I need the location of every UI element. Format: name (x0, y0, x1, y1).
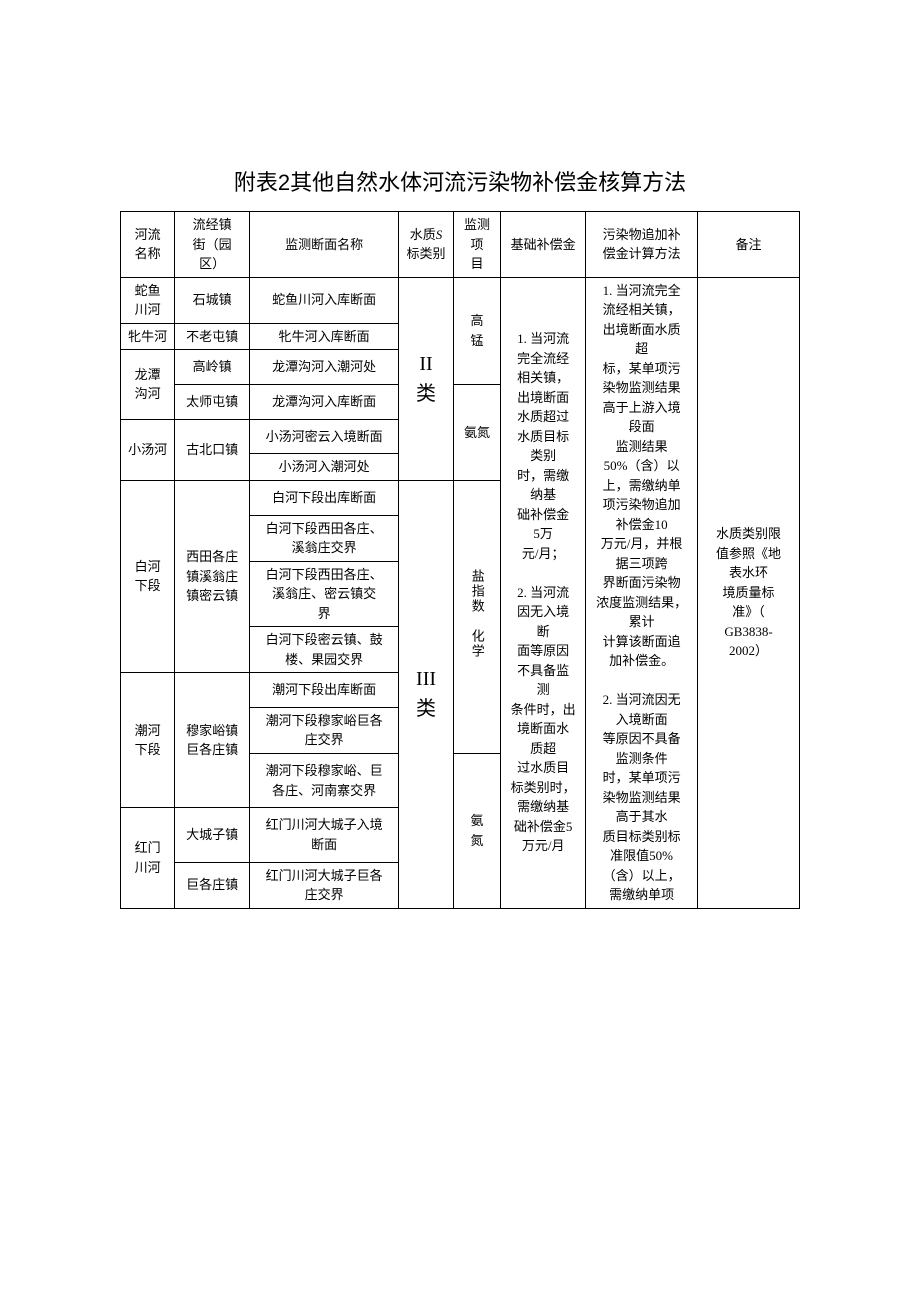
section-baihe-b: 白河下段西田各庄、溪翁庄交界 (250, 515, 399, 561)
section-xiaotang-b: 小汤河入潮河处 (250, 454, 399, 481)
town-shicheng: 石城镇 (175, 277, 250, 323)
remark: 水质类别限值参照《地表水环境质量标准》（GB3838-2002） (698, 277, 800, 908)
town-gaoling: 高岭镇 (175, 350, 250, 385)
section-baihe-d: 白河下段密云镇、鼓楼、果园交界 (250, 627, 399, 673)
col-section: 监测断面名称 (250, 212, 399, 278)
town-dachengzi: 大城子镇 (175, 808, 250, 862)
section-pinniu: 牝牛河入库断面 (250, 323, 399, 350)
monitor-gaomeng: 高锰 (453, 277, 501, 384)
wq-label-a: 水质 (410, 227, 436, 242)
wq-label-s: S (436, 227, 443, 242)
wq-label-c: 标类别 (407, 246, 446, 261)
table-title: 附表2其他自然水体河流污染物补偿金核算方法 (120, 165, 800, 197)
col-add: 污染物追加补偿金计算方法 (586, 212, 698, 278)
section-hongmen-a: 红门川河大城子入境断面 (250, 808, 399, 862)
monitor-andan: 氨氮 (453, 384, 501, 480)
town-taishitun: 太师屯镇 (175, 384, 250, 419)
river-hongmen: 红门川河 (121, 808, 175, 908)
town-chaohe: 穆家峪镇巨各庄镇 (175, 673, 250, 808)
section-longtan-b: 龙潭沟河入库断面 (250, 384, 399, 419)
river-longtan: 龙潭沟河 (121, 350, 175, 420)
section-chaohe-a: 潮河下段出库断面 (250, 673, 399, 708)
add-compensation: 1. 当河流完全流经相关镇，出境断面水质超标，某单项污染物监测结果高于上游入境段… (586, 277, 698, 908)
compensation-table: 河流名称 流经镇街（园区） 监测断面名称 水质S 标类别 监测项目 基础补偿金 … (120, 211, 800, 909)
river-chaohe: 潮河下段 (121, 673, 175, 808)
col-remark: 备注 (698, 212, 800, 278)
section-baihe-c: 白河下段西田各庄、溪翁庄、密云镇交界 (250, 561, 399, 627)
river-xiaotang: 小汤河 (121, 419, 175, 480)
monitor-yan-huaxue: 盐指数 化学 (453, 480, 501, 753)
col-wq: 水质S 标类别 (399, 212, 453, 278)
page: 附表2其他自然水体河流污染物补偿金核算方法 河流名称 流经镇街（园区） 监测断面… (0, 0, 920, 909)
col-monitor: 监测项目 (453, 212, 501, 278)
section-sheyu: 蛇鱼川河入库断面 (250, 277, 399, 323)
river-baihe: 白河下段 (121, 480, 175, 672)
wq-III: III类 (399, 480, 453, 908)
section-longtan-a: 龙潭沟河入潮河处 (250, 350, 399, 385)
river-sheyu: 蛇鱼川河 (121, 277, 175, 323)
base-compensation: 1. 当河流完全流经相关镇，出境断面水质超过水质目标类别时，需缴纳基础补偿金5万… (501, 277, 586, 908)
town-gubeikou: 古北口镇 (175, 419, 250, 480)
river-pinniu: 牝牛河 (121, 323, 175, 350)
col-river: 河流名称 (121, 212, 175, 278)
section-hongmen-b: 红门川河大城子巨各庄交界 (250, 862, 399, 908)
row-sheyu: 蛇鱼川河 石城镇 蛇鱼川河入库断面 II类 高锰 1. 当河流完全流经相关镇，出… (121, 277, 800, 323)
section-baihe-a: 白河下段出库断面 (250, 480, 399, 515)
wq-II: II类 (399, 277, 453, 480)
town-jugezhuang: 巨各庄镇 (175, 862, 250, 908)
col-base: 基础补偿金 (501, 212, 586, 278)
section-chaohe-c: 潮河下段穆家峪、巨各庄、河南寨交界 (250, 753, 399, 807)
col-town: 流经镇街（园区） (175, 212, 250, 278)
town-baihe: 西田各庄镇溪翁庄镇密云镇 (175, 480, 250, 672)
section-xiaotang-a: 小汤河密云入境断面 (250, 419, 399, 454)
section-chaohe-b: 潮河下段穆家峪巨各庄交界 (250, 707, 399, 753)
town-bulaotun: 不老屯镇 (175, 323, 250, 350)
header-row: 河流名称 流经镇街（园区） 监测断面名称 水质S 标类别 监测项目 基础补偿金 … (121, 212, 800, 278)
monitor-andan2: 氨氮 (453, 753, 501, 908)
